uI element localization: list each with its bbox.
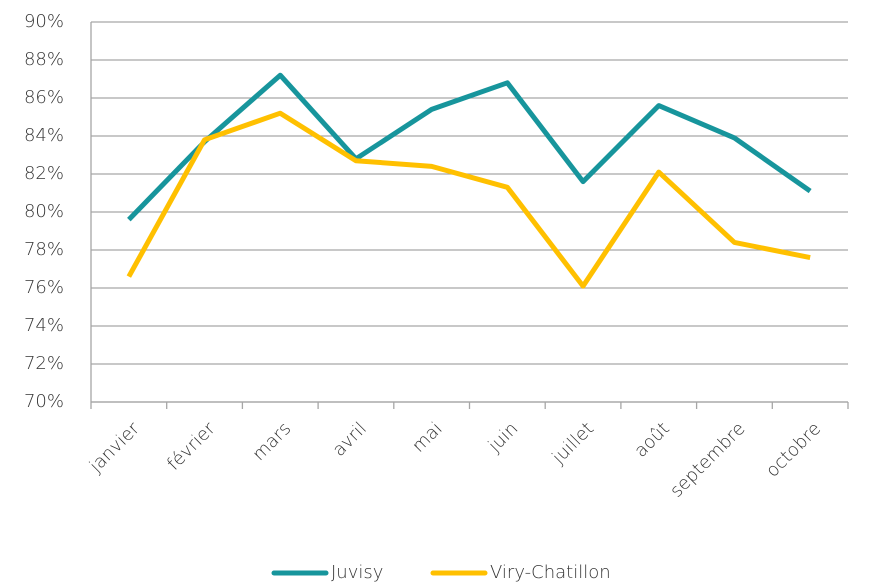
- x-tick-label: avril: [329, 418, 371, 460]
- x-tick-label: juillet: [548, 418, 599, 469]
- y-tick-label: 76%: [24, 277, 64, 298]
- x-tick-label: juin: [484, 418, 523, 457]
- y-tick-label: 88%: [24, 49, 64, 70]
- y-tick-label: 86%: [24, 87, 64, 108]
- x-tick-label: mai: [408, 418, 447, 457]
- x-tick-label: janvier: [85, 418, 145, 478]
- legend-label: Viry-Chatillon: [490, 562, 611, 583]
- legend-label: Juvisy: [331, 562, 383, 583]
- y-tick-label: 70%: [24, 391, 64, 412]
- x-tick-label: août: [630, 418, 673, 461]
- y-tick-label: 72%: [24, 353, 64, 374]
- y-tick-label: 84%: [24, 125, 64, 146]
- series-line: [126, 110, 811, 289]
- x-tick-label: septembre: [666, 418, 749, 501]
- x-tick-label: mars: [248, 418, 295, 465]
- y-tick-label: 78%: [24, 239, 64, 260]
- y-tick-label: 82%: [24, 163, 64, 184]
- x-tick-label: octobre: [762, 418, 825, 481]
- y-tick-label: 80%: [24, 201, 64, 222]
- series-line: [127, 72, 812, 222]
- y-tick-label: 74%: [24, 315, 64, 336]
- x-tick-label: février: [163, 418, 220, 475]
- y-tick-label: 90%: [24, 11, 64, 32]
